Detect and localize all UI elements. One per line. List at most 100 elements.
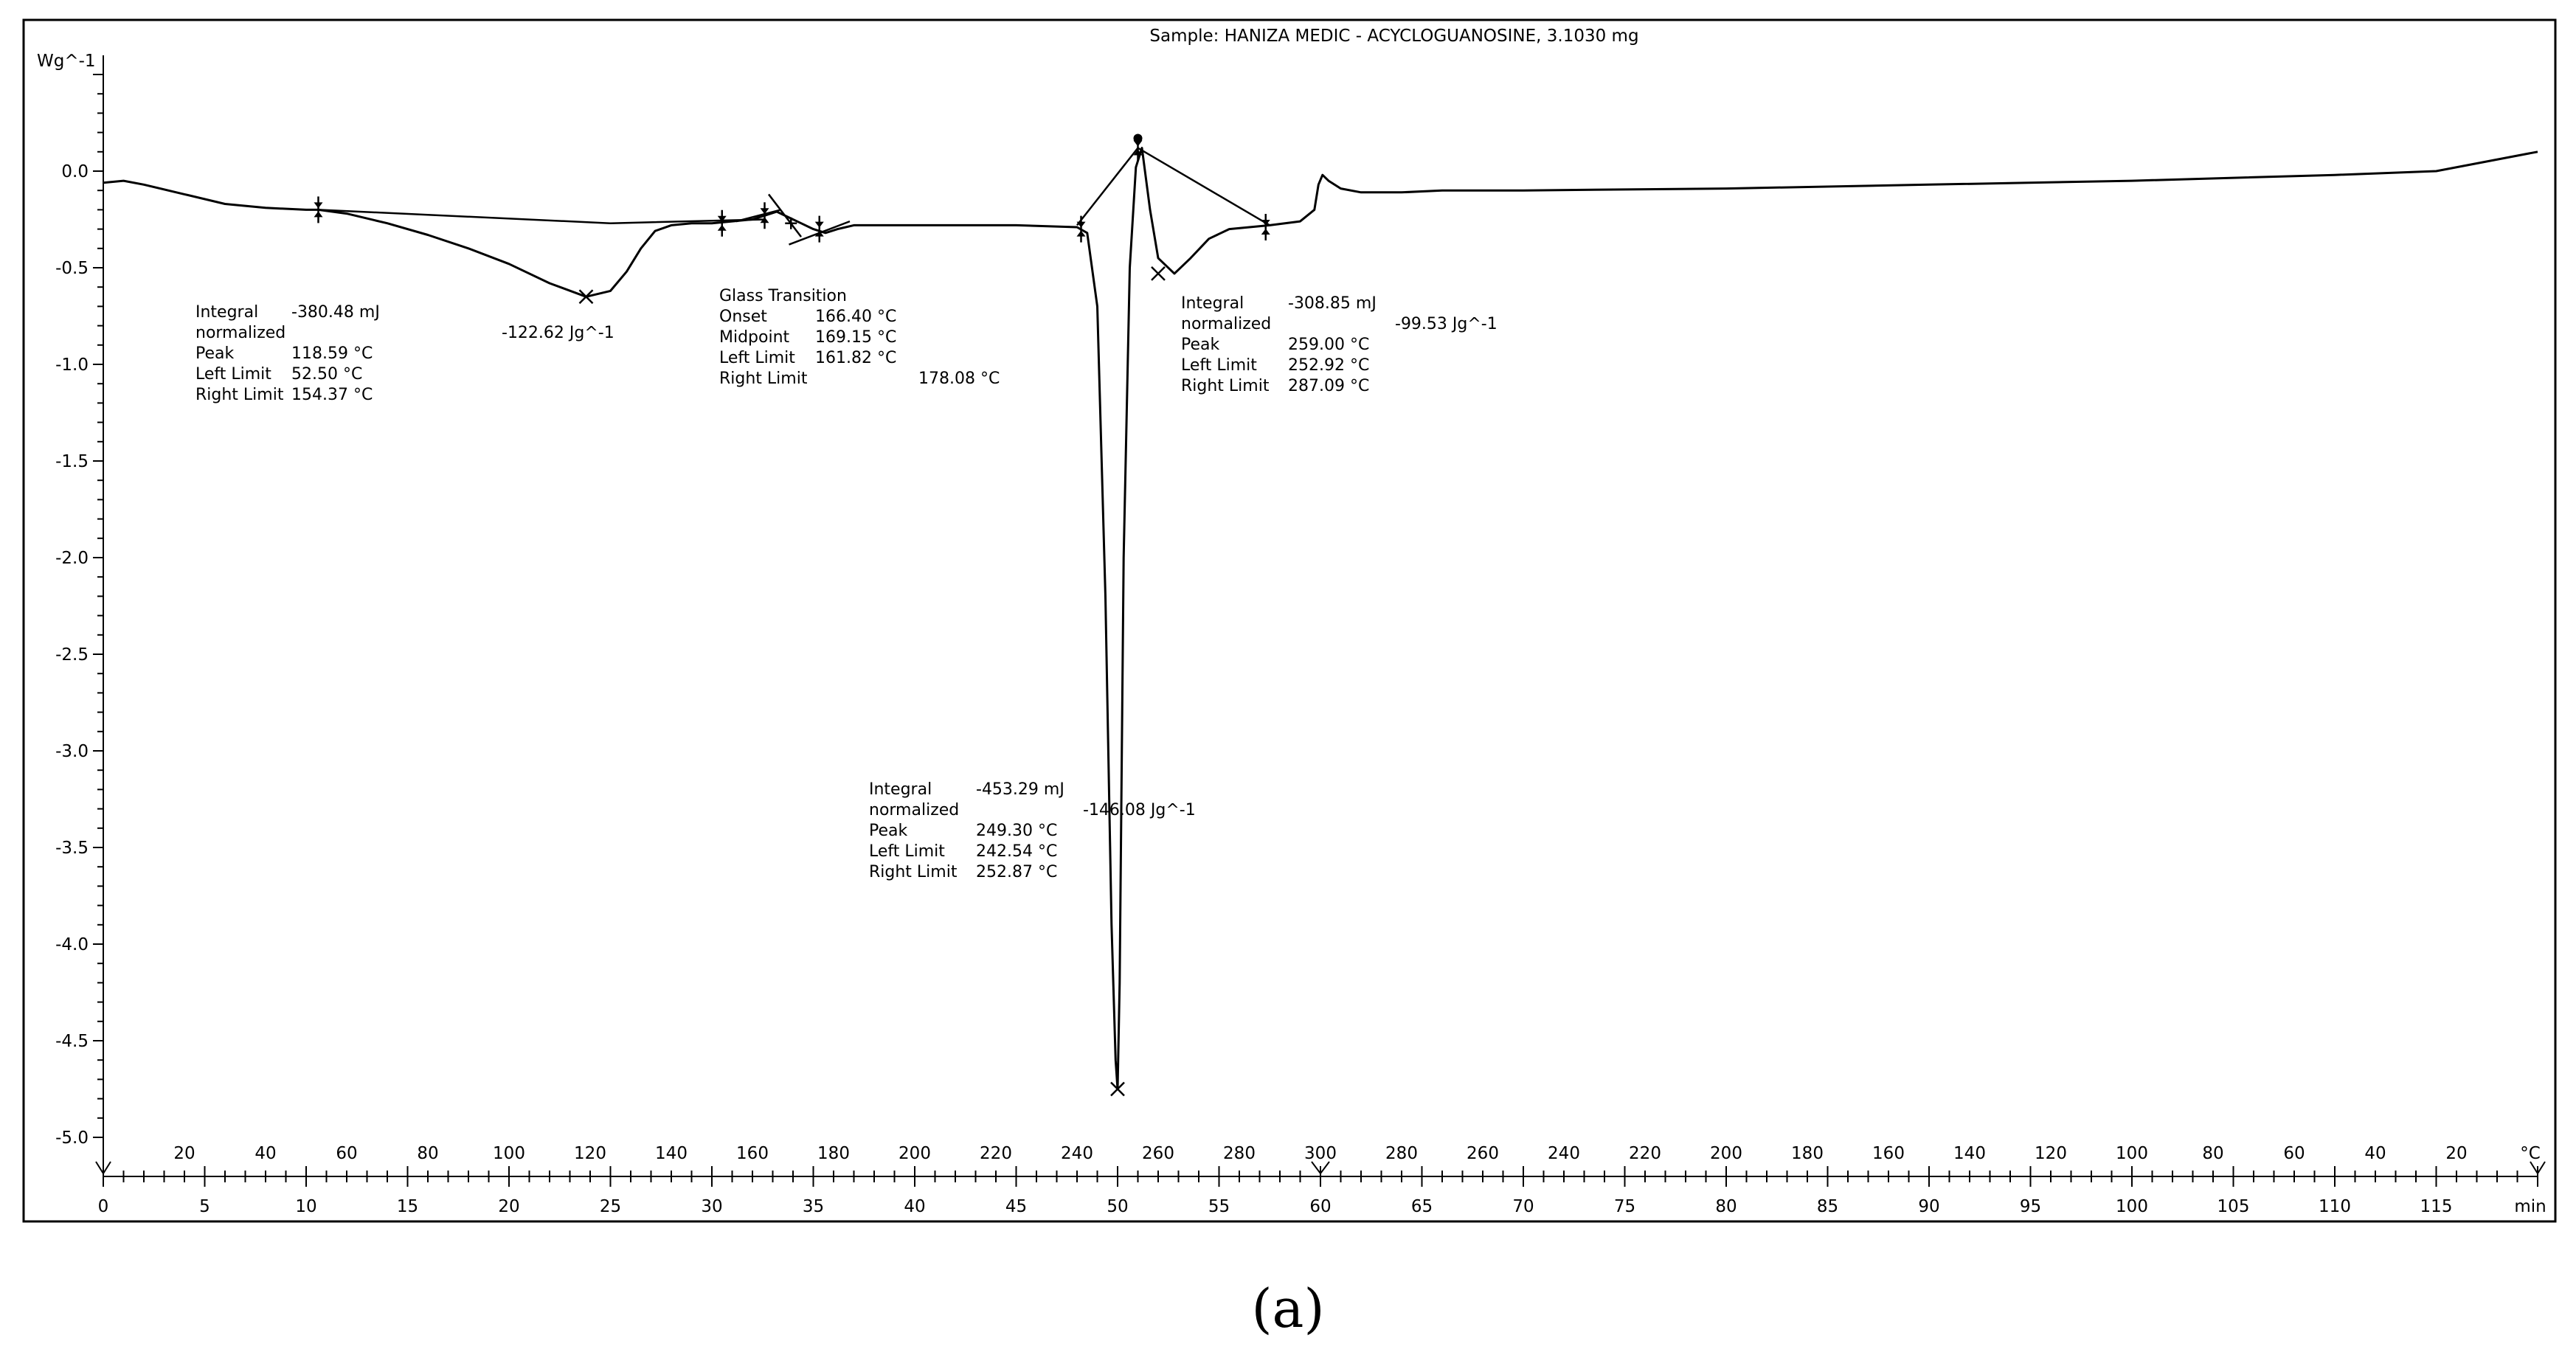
- annotation-value: 287.09 °C: [1288, 377, 1369, 395]
- temp-tick-label: 140: [655, 1144, 688, 1163]
- time-tick-label: 20: [498, 1197, 519, 1216]
- annotation-block: Integral -453.29 mJ normalized -146.08 Jg^…: [869, 780, 1196, 881]
- time-tick-label: 50: [1107, 1197, 1128, 1216]
- time-tick-label: 30: [701, 1197, 722, 1216]
- limit-marker-arrows: [814, 221, 824, 237]
- annotation-value: 169.15 °C: [815, 328, 896, 347]
- midpoint-marker: [785, 217, 797, 229]
- peak-marker: [1151, 266, 1166, 281]
- time-tick-label: 75: [1614, 1197, 1635, 1216]
- annotation-value: 52.50 °C: [291, 365, 362, 384]
- annotation-value: 252.92 °C: [1288, 356, 1369, 375]
- temp-tick-label: 40: [2364, 1144, 2386, 1163]
- temp-tick-label: 80: [2202, 1144, 2223, 1163]
- time-tick-label: 10: [295, 1197, 316, 1216]
- limit-marker-arrows: [1133, 140, 1143, 156]
- annotation-value: -99.53 Jg^-1: [1395, 315, 1498, 333]
- annotation-label: normalized: [869, 801, 959, 819]
- time-tick-label: 0: [98, 1197, 109, 1216]
- annotation-value: -308.85 mJ: [1288, 294, 1377, 313]
- time-unit-label: min: [2514, 1197, 2546, 1216]
- figure-caption: (a): [1251, 1277, 1325, 1339]
- y-tick-label: -3.5: [55, 839, 89, 858]
- baselines: [318, 146, 1270, 246]
- annotation-label: Right Limit: [869, 863, 958, 881]
- x-axis-start-marker: [95, 1161, 111, 1175]
- temp-tick-label: 220: [980, 1144, 1012, 1163]
- series-line: [103, 147, 2538, 1090]
- time-tick-label: 95: [2020, 1197, 2041, 1216]
- time-tick-label: 40: [904, 1197, 925, 1216]
- annotation-value: 242.54 °C: [976, 842, 1057, 861]
- time-tick-label: 110: [2319, 1197, 2351, 1216]
- temp-tick-label: 120: [2035, 1144, 2067, 1163]
- y-tick-label: -2.5: [55, 645, 89, 665]
- y-tick-label: 0.0: [61, 162, 89, 181]
- plot-frame: [22, 18, 2557, 1223]
- time-tick-label: 55: [1208, 1197, 1230, 1216]
- temp-tick-label: 20: [173, 1144, 195, 1163]
- temp-tick-label: 160: [1872, 1144, 1905, 1163]
- y-tick-label: -0.5: [55, 259, 89, 278]
- time-tick-label: 105: [2217, 1197, 2250, 1216]
- annotation-label: Right Limit: [195, 386, 284, 404]
- annotation-label: Integral: [195, 303, 258, 322]
- temp-tick-label: 80: [417, 1144, 438, 1163]
- peak-top-marker: [1133, 134, 1143, 143]
- annotation-label: Glass Transition: [719, 287, 847, 305]
- temp-tick-label: 220: [1629, 1144, 1661, 1163]
- annotation-label: Left Limit: [719, 349, 795, 367]
- annotation-value: 178.08 °C: [918, 370, 1000, 388]
- time-tick-label: 35: [803, 1197, 824, 1216]
- time-tick-label: 90: [1918, 1197, 1939, 1216]
- integration-baseline: [1076, 146, 1270, 226]
- temp-tick-label: 60: [2283, 1144, 2305, 1163]
- y-tick-label: -5.0: [55, 1128, 89, 1148]
- time-tick-label: 60: [1309, 1197, 1331, 1216]
- time-tick-label: 65: [1411, 1197, 1433, 1216]
- y-axis-label: Wg^-1: [37, 52, 96, 71]
- integration-baseline: [318, 209, 765, 224]
- temp-tick-label: 200: [1710, 1144, 1742, 1163]
- peak-marker: [578, 289, 594, 305]
- annotation-label: Left Limit: [1181, 356, 1257, 375]
- temp-tick-label: 300: [1304, 1144, 1337, 1163]
- peak-marker: [1110, 1081, 1125, 1097]
- annotation-block: Glass Transition Onset 166.40 °C Midpoint 16…: [719, 287, 1000, 388]
- y-axis: 0.0 -0.5 -1.0 -1.5 -2.0 -2.5 -3.0 -3.5 -4.0 -4.5 -…: [55, 55, 104, 1176]
- y-tick-label: -2.0: [55, 549, 89, 568]
- annotation-label: Left Limit: [869, 842, 945, 861]
- limit-marker-arrows: [314, 202, 323, 218]
- annotation-value: -380.48 mJ: [291, 303, 380, 322]
- annotation-block: Integral -380.48 mJ normalized -122.62 Jg^…: [195, 303, 614, 404]
- temp-tick-label: 240: [1548, 1144, 1580, 1163]
- annotation-value: 252.87 °C: [976, 863, 1057, 881]
- temp-tick-label: 200: [899, 1144, 931, 1163]
- annotation-value: 259.00 °C: [1288, 336, 1369, 354]
- time-tick-label: 45: [1005, 1197, 1027, 1216]
- time-tick-label: 5: [199, 1197, 210, 1216]
- time-tick-label: 115: [2420, 1197, 2453, 1216]
- limit-marker-arrows: [760, 208, 769, 223]
- temp-tick-label: 120: [574, 1144, 606, 1163]
- temp-tick-label: 20: [2445, 1144, 2467, 1163]
- annotation-value: 161.82 °C: [815, 349, 896, 367]
- y-tick-label: -3.0: [55, 742, 89, 761]
- annotation-label: normalized: [195, 324, 285, 342]
- temp-tick-label: 240: [1061, 1144, 1093, 1163]
- annotation-label: Left Limit: [195, 365, 271, 384]
- y-tick-label: -4.5: [55, 1032, 89, 1051]
- temp-tick-label: 180: [1791, 1144, 1824, 1163]
- annotation-label: Peak: [195, 344, 234, 363]
- annotation-value: 154.37 °C: [291, 386, 373, 404]
- temp-tick-label: 60: [336, 1144, 357, 1163]
- temp-tick-label: 100: [493, 1144, 525, 1163]
- annotation-label: Onset: [719, 308, 767, 326]
- annotation-label: Midpoint: [719, 328, 790, 347]
- temp-tick-label: 260: [1467, 1144, 1499, 1163]
- y-tick-label: -4.0: [55, 935, 89, 954]
- temp-unit-label: °C: [2520, 1144, 2541, 1163]
- time-tick-label: 85: [1817, 1197, 1838, 1216]
- time-tick-label: 15: [397, 1197, 418, 1216]
